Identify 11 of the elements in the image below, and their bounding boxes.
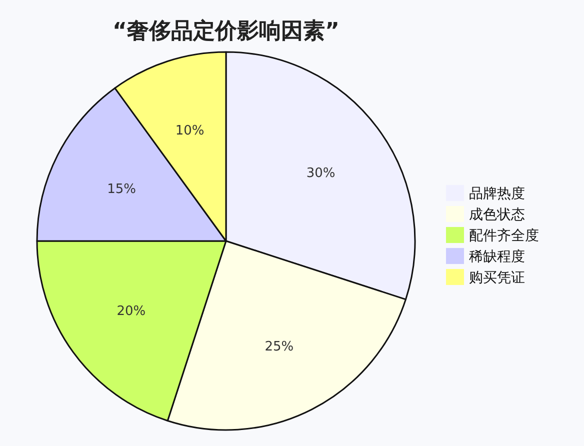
legend-label: 成色状态 — [469, 207, 525, 223]
legend-label: 配件齐全度 — [469, 228, 539, 244]
data-label: 10% — [175, 124, 204, 139]
data-label: 30% — [306, 166, 336, 182]
legend-label: 购买凭证 — [469, 270, 525, 286]
legend-label: 稀缺程度 — [469, 249, 525, 265]
data-label: 20% — [116, 304, 146, 319]
slice-label: 品牌热度 — [469, 186, 525, 202]
chart-title: “奢侈品定价影响因素” — [112, 18, 340, 44]
data-label: 25% — [264, 339, 294, 354]
data-label: 15% — [107, 182, 136, 197]
